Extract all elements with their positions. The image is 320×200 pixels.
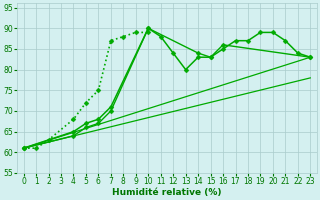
X-axis label: Humidité relative (%): Humidité relative (%) (112, 188, 222, 197)
